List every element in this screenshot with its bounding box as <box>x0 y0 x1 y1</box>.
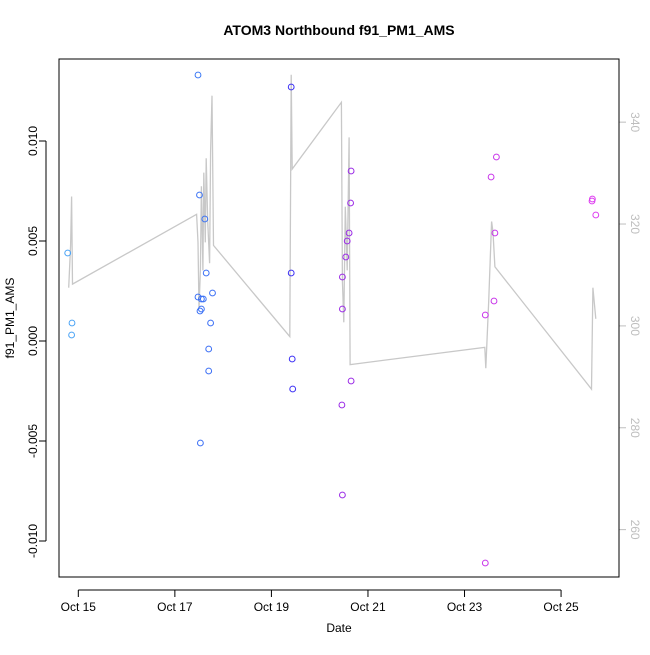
data-point-1 <box>64 249 72 257</box>
data-point-3 <box>68 331 75 339</box>
data-point-36 <box>481 311 489 319</box>
data-point-40 <box>592 211 600 219</box>
y2-tick-label-5: 340 <box>628 112 642 132</box>
data-point-31 <box>339 491 346 499</box>
data-point-12 <box>198 305 205 313</box>
data-point-21 <box>289 385 297 393</box>
data-point-19 <box>287 269 295 277</box>
y2-tick-label-3: 300 <box>628 316 642 336</box>
y2-tick-label-2: 280 <box>628 418 642 438</box>
y-tick-label-3: 0.000 <box>26 326 40 356</box>
x-tick-label-2: Oct 17 <box>157 600 193 614</box>
data-point-39 <box>588 197 596 205</box>
data-point-15 <box>205 345 213 353</box>
y-tick-label-1: -0.010 <box>26 524 40 558</box>
data-point-22 <box>347 167 355 175</box>
plot-frame <box>58 58 620 578</box>
axes-layer: Oct 15 Oct 17 Oct 19 Oct 21 Oct 23 Oct 25 -0.0… <box>26 112 642 614</box>
y2-tick-label-1: 260 <box>628 520 642 540</box>
data-point-2 <box>68 319 76 327</box>
data-point-26 <box>342 253 350 261</box>
data-point-18 <box>287 83 295 91</box>
data-point-27 <box>339 273 346 281</box>
data-point-16 <box>205 367 213 375</box>
points-layer <box>64 71 600 567</box>
data-point-34 <box>491 229 499 237</box>
x-tick-label-5: Oct 23 <box>447 600 483 614</box>
x-tick-label-6: Oct 25 <box>543 600 579 614</box>
data-point-9 <box>198 295 205 303</box>
y-tick-label-5: 0.010 <box>26 126 40 156</box>
data-point-17 <box>197 439 204 447</box>
data-point-4 <box>194 71 202 79</box>
data-point-6 <box>201 215 209 223</box>
chart-title: ATOM3 Northbound f91_PM1_AMS <box>223 22 454 38</box>
data-point-13 <box>209 289 216 297</box>
data-point-5 <box>196 191 203 199</box>
y2-tick-label-4: 320 <box>628 214 642 234</box>
data-point-25 <box>343 237 351 245</box>
y-axis-label: f91_PM1_AMS <box>3 278 17 359</box>
data-point-20 <box>288 355 296 363</box>
data-point-29 <box>347 377 355 385</box>
x-tick-label-1: Oct 15 <box>61 600 97 614</box>
y-tick-label-4: 0.005 <box>26 226 40 256</box>
data-point-33 <box>487 173 495 181</box>
data-point-30 <box>338 401 346 409</box>
data-point-32 <box>493 153 500 161</box>
x-tick-label-3: Oct 19 <box>254 600 290 614</box>
x-axis-label: Date <box>326 621 352 635</box>
data-point-35 <box>490 297 498 305</box>
data-point-37 <box>481 559 489 567</box>
data-point-23 <box>347 199 355 207</box>
data-point-14 <box>207 319 215 327</box>
data-point-7 <box>202 269 210 277</box>
data-point-10 <box>199 295 207 303</box>
data-point-11 <box>196 307 204 315</box>
y-tick-label-2: -0.005 <box>26 424 40 458</box>
x-tick-label-4: Oct 21 <box>350 600 386 614</box>
data-point-24 <box>345 229 353 237</box>
data-point-28 <box>339 305 346 313</box>
